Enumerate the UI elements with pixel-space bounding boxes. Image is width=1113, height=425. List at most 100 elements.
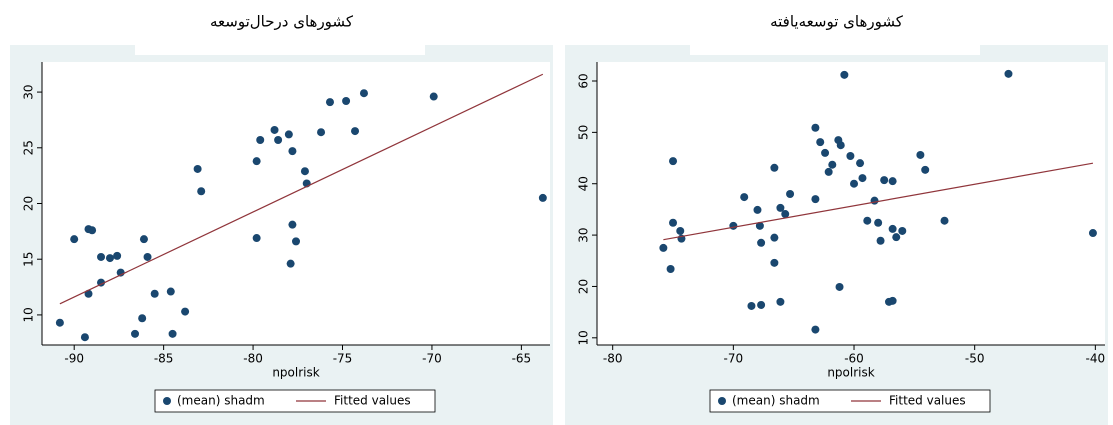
scatter-point bbox=[757, 300, 766, 309]
scatter-point bbox=[840, 70, 849, 79]
scatter-point bbox=[193, 164, 202, 173]
scatter-point bbox=[70, 235, 79, 244]
scatter-point bbox=[786, 189, 795, 198]
x-axis-label: npolrisk bbox=[827, 366, 874, 380]
scatter-point bbox=[292, 237, 300, 246]
legend-label: Fitted values bbox=[889, 394, 966, 408]
scatter-point bbox=[342, 96, 351, 105]
scatter-point bbox=[284, 130, 293, 139]
plot-area bbox=[597, 62, 1105, 345]
scatter-point bbox=[256, 135, 265, 144]
scatter-point bbox=[252, 234, 261, 243]
scatter-point bbox=[811, 123, 820, 132]
scatter-point bbox=[166, 287, 175, 296]
scatter-point bbox=[181, 307, 190, 316]
y-tick-label: 20 bbox=[577, 279, 591, 294]
x-tick-label: -85 bbox=[154, 352, 174, 366]
x-tick-label: -80 bbox=[603, 352, 623, 366]
chart-panel: کشورهای درحال‌توسعه 10 15 20 25 30 -90 -85 -80 -7… bbox=[10, 13, 553, 425]
y-tick-label: 50 bbox=[577, 125, 591, 140]
y-tick-label: 30 bbox=[22, 84, 36, 99]
y-tick-label: 10 bbox=[22, 307, 36, 322]
scatter-point bbox=[888, 177, 897, 186]
scatter-point bbox=[892, 233, 901, 242]
scatter-point bbox=[811, 325, 820, 334]
scatter-point bbox=[740, 193, 749, 202]
scatter-point bbox=[676, 226, 685, 235]
scatter-point bbox=[666, 264, 675, 273]
x-tick-label: -50 bbox=[965, 352, 985, 366]
scatter-point bbox=[770, 258, 779, 267]
scatter-point bbox=[131, 329, 140, 338]
chart-title: کشورهای درحال‌توسعه bbox=[210, 13, 354, 31]
x-tick-label: -40 bbox=[1086, 352, 1106, 366]
scatter-point bbox=[824, 167, 833, 176]
scatter-point bbox=[835, 282, 844, 291]
x-axis-label: npolrisk bbox=[272, 366, 319, 380]
scatter-point bbox=[816, 138, 825, 147]
scatter-point bbox=[836, 141, 845, 150]
scatter-point bbox=[876, 236, 885, 245]
scatter-point bbox=[781, 210, 790, 219]
scatter-point bbox=[811, 195, 820, 204]
x-tick-label: -60 bbox=[844, 352, 864, 366]
scatter-point bbox=[270, 125, 279, 134]
legend-box bbox=[709, 389, 991, 413]
scatter-point bbox=[856, 159, 865, 168]
scatter-point bbox=[88, 226, 97, 235]
scatter-point bbox=[770, 163, 779, 172]
scatter-point bbox=[916, 150, 925, 159]
legend-box bbox=[154, 389, 436, 413]
scatter-point bbox=[1004, 69, 1013, 78]
scatter-point bbox=[317, 128, 326, 137]
scatter-point bbox=[139, 235, 148, 244]
scatter-point bbox=[755, 221, 764, 230]
scatter-point bbox=[288, 147, 297, 156]
x-tick-label: -65 bbox=[512, 352, 532, 366]
legend-label: Fitted values bbox=[334, 394, 411, 408]
scatter-point bbox=[286, 259, 295, 268]
scatter-point bbox=[888, 224, 897, 233]
scatter-point bbox=[770, 233, 779, 242]
y-tick-label: 40 bbox=[577, 176, 591, 191]
chart-panel: کشورهای توسعه‌یافته 10 20 30 40 50 60 -80 -70 -60… bbox=[565, 13, 1108, 425]
scatter-point bbox=[753, 205, 762, 214]
fitted-line bbox=[663, 162, 1094, 241]
title-strip bbox=[135, 45, 425, 55]
scatter-point bbox=[97, 252, 106, 261]
scatter-point bbox=[776, 297, 785, 306]
scatter-point bbox=[659, 243, 668, 252]
legend-marker bbox=[163, 397, 171, 405]
scatter-point bbox=[288, 220, 297, 229]
scatter-point bbox=[197, 187, 206, 196]
scatter-point bbox=[846, 151, 855, 160]
scatter-point bbox=[858, 174, 867, 183]
y-tick-label: 60 bbox=[577, 73, 591, 88]
scatter-point bbox=[150, 289, 159, 298]
scatter-point bbox=[898, 226, 907, 235]
scatter-point bbox=[143, 252, 152, 261]
scatter-point bbox=[669, 157, 678, 166]
scatter-point bbox=[874, 218, 883, 227]
scatter-point bbox=[113, 251, 122, 260]
scatter-point bbox=[828, 160, 837, 169]
scatter-point bbox=[105, 254, 114, 263]
scatter-point bbox=[757, 238, 766, 247]
scatter-point bbox=[729, 221, 738, 230]
y-tick-label: 20 bbox=[22, 196, 36, 211]
scatter-point bbox=[359, 89, 368, 98]
legend-label: (mean) shadm bbox=[732, 394, 820, 408]
legend-label: (mean) shadm bbox=[177, 394, 265, 408]
scatter-point bbox=[325, 98, 334, 107]
y-tick-label: 15 bbox=[22, 252, 36, 267]
scatter-point bbox=[351, 127, 360, 136]
legend-marker bbox=[718, 397, 726, 405]
scatter-point bbox=[538, 193, 547, 202]
y-tick-label: 10 bbox=[577, 330, 591, 345]
scatter-point bbox=[940, 216, 949, 225]
scatter-point bbox=[880, 176, 889, 185]
x-tick-label: -80 bbox=[243, 352, 263, 366]
scatter-point bbox=[429, 92, 438, 101]
scatter-point bbox=[138, 314, 147, 323]
